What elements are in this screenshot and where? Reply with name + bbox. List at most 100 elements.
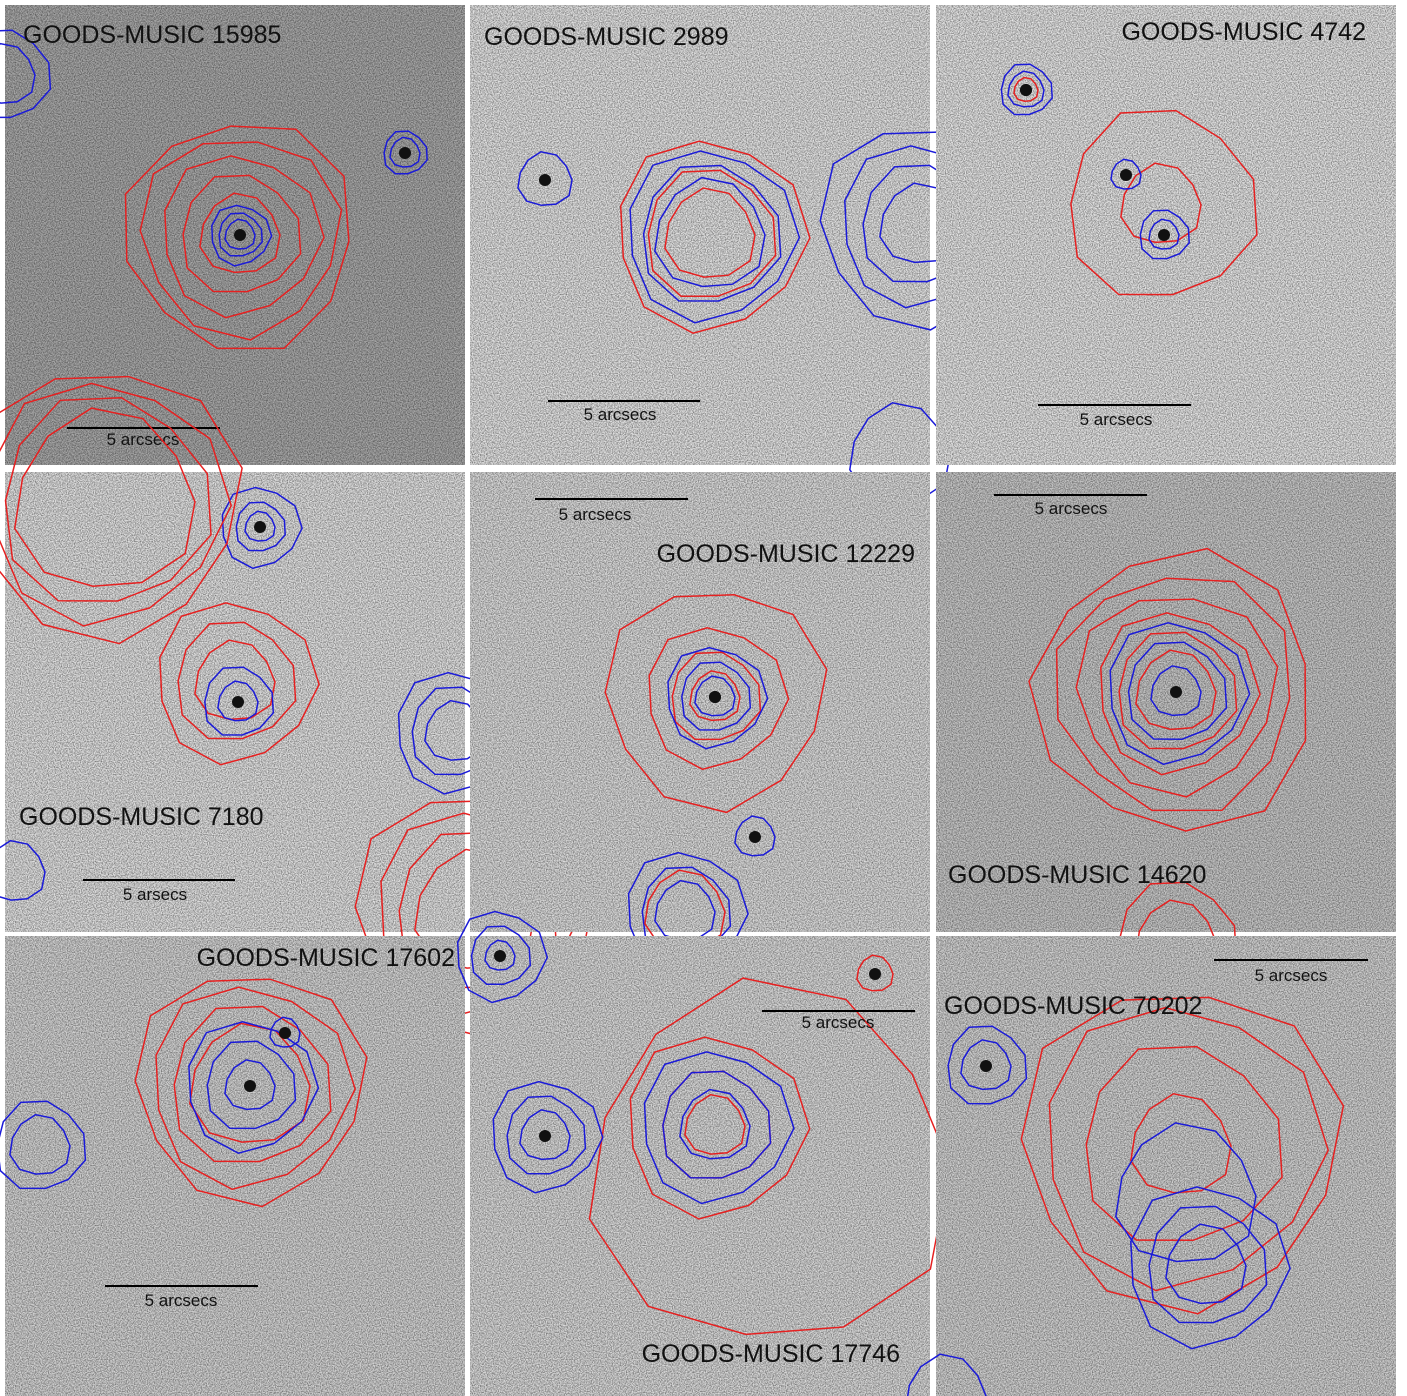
blue-contour: [960, 1039, 1012, 1091]
image-panel: 5 arsecs GOODS-MUSIC 7180: [0, 375, 598, 1039]
red-contour: [124, 125, 350, 350]
red-contour: [1130, 1093, 1232, 1194]
noise: [936, 936, 1396, 1396]
red-contour: [689, 670, 741, 722]
blue-contour: [221, 486, 303, 570]
blue-contour: [224, 1059, 276, 1111]
source: [279, 1027, 291, 1039]
blue-contour: [424, 699, 486, 761]
blue-contour: [679, 1088, 751, 1160]
scale-bar-label: 5 arcsecs: [107, 430, 180, 449]
panel-label: GOODS-MUSIC 70202: [944, 992, 1202, 1020]
red-contour: [189, 1022, 311, 1143]
red-contour: [159, 602, 320, 766]
red-contour: [619, 140, 811, 335]
blue-contour: [204, 666, 275, 736]
red-contour: [1070, 109, 1258, 296]
blue-contour: [244, 510, 276, 542]
blue-contour: [383, 130, 428, 175]
blue-contour: [0, 42, 36, 104]
blue-contour: [519, 1109, 571, 1161]
red-contour: [1100, 612, 1261, 776]
scale-bar-label: 5 arcsecs: [1255, 966, 1328, 985]
source: [399, 147, 411, 159]
image-panel: 5 arcsecs GOODS-MUSIC 2989: [470, 5, 1023, 503]
red-contour: [4, 396, 212, 602]
blue-contour: [506, 1095, 587, 1175]
blue-contour: [734, 815, 776, 857]
source: [749, 831, 761, 843]
blue-contour: [906, 1353, 987, 1396]
blue-contour: [1148, 218, 1180, 250]
source: [709, 691, 721, 703]
source: [1158, 229, 1170, 241]
red-contour: [1013, 76, 1039, 102]
source: [1020, 84, 1032, 96]
blue-contour: [217, 680, 259, 722]
blue-contour: [947, 1025, 1028, 1105]
red-contour: [134, 978, 368, 1208]
image-panel: 5 arcsecs GOODS-MUSIC 70202: [906, 936, 1396, 1396]
scale-bar-label: 5 arcsecs: [1035, 499, 1108, 518]
scale-bar-label: 5 arcsecs: [1080, 410, 1153, 429]
image-panel: 5 arcsecs GOODS-MUSIC 15985: [0, 5, 465, 465]
blue-contour: [667, 646, 769, 750]
red-contour: [1135, 649, 1217, 731]
red-contour: [647, 169, 777, 298]
red-contour: [671, 651, 762, 741]
blue-contour: [492, 1080, 604, 1194]
red-contour: [0, 382, 233, 627]
blue-contour: [470, 925, 532, 986]
red-contour: [856, 954, 894, 992]
red-contour: [0, 375, 243, 645]
panel-label: GOODS-MUSIC 17746: [642, 1340, 900, 1368]
blue-contour: [681, 661, 752, 731]
blue-contour: [1139, 209, 1190, 260]
blue-contour: [1109, 622, 1251, 766]
red-contour: [648, 627, 790, 771]
red-contour: [1055, 577, 1291, 812]
red-contour: [664, 187, 756, 278]
blue-contour: [654, 176, 766, 288]
blue-contour: [456, 910, 549, 1004]
blue-contour: [0, 1100, 87, 1190]
red-contour: [629, 1036, 811, 1220]
scale-bar-label: 5 arcsecs: [802, 1013, 875, 1032]
source: [234, 229, 246, 241]
image-panel: 5 arcsecs GOODS-MUSIC 12229: [470, 472, 930, 975]
panel-label: GOODS-MUSIC 17602: [197, 944, 455, 972]
red-contour: [1028, 547, 1307, 832]
blue-contour: [389, 136, 421, 168]
blue-contour: [235, 501, 286, 552]
red-contour: [1075, 598, 1279, 798]
blue-contour: [642, 164, 782, 302]
blue-contour: [0, 29, 52, 119]
blue-contour: [1115, 1122, 1257, 1263]
source: [254, 521, 266, 533]
noise: [470, 936, 930, 1396]
source: [980, 1060, 992, 1072]
red-contour: [164, 155, 325, 319]
blue-contour: [517, 151, 573, 207]
red-contour: [1020, 996, 1345, 1315]
source: [494, 950, 506, 962]
red-contour: [684, 1093, 746, 1155]
source: [1170, 686, 1182, 698]
source: [244, 1080, 256, 1092]
image-panel: 5 arcsecs GOODS-MUSIC 17602: [0, 936, 465, 1396]
blue-contour: [1165, 1223, 1247, 1305]
red-contour: [177, 621, 297, 740]
red-contour: [194, 639, 276, 721]
scale-bar-label: 5 arcsecs: [145, 1291, 218, 1310]
scale-bar-label: 5 arcsecs: [584, 405, 657, 424]
image-panel: 5 arcsecs GOODS-MUSIC 4742: [936, 5, 1396, 465]
red-contour: [155, 986, 357, 1191]
panel-label: GOODS-MUSIC 4742: [1121, 18, 1366, 46]
red-contour: [13, 407, 196, 587]
panel-label: GOODS-MUSIC 15985: [23, 21, 281, 49]
source: [869, 968, 881, 980]
blue-contour: [1148, 1205, 1268, 1324]
blue-contour: [0, 839, 46, 901]
blue-contour: [694, 675, 736, 717]
